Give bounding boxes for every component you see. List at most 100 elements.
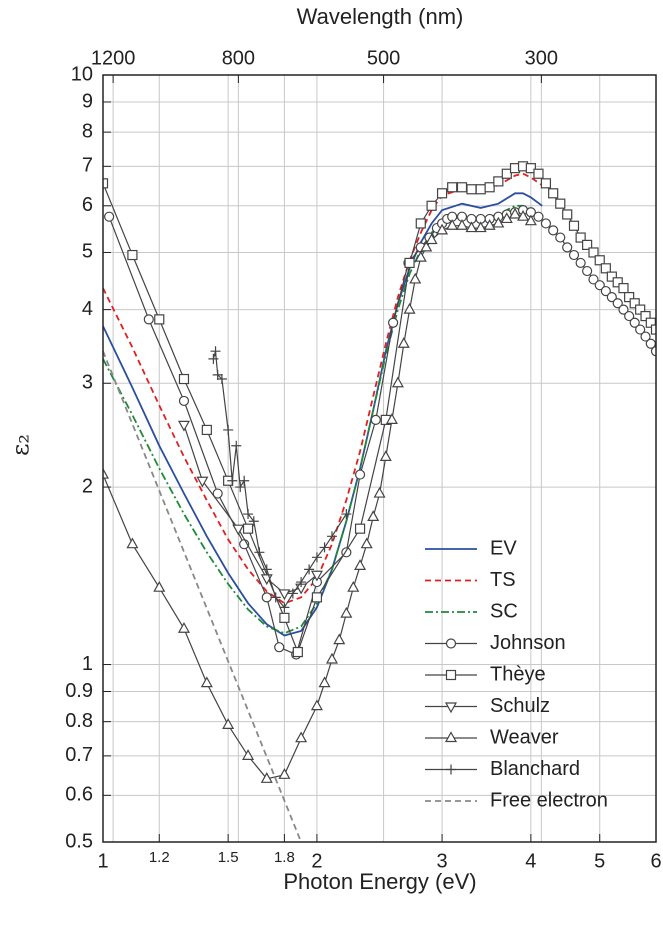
marker	[600, 285, 611, 297]
legend-label: Johnson	[490, 632, 566, 654]
marker	[319, 542, 330, 553]
marker	[415, 218, 426, 229]
marker	[501, 168, 512, 179]
marker	[274, 642, 285, 653]
marker	[347, 580, 360, 592]
marker	[261, 592, 272, 603]
marker	[404, 257, 415, 269]
marker	[126, 537, 139, 549]
marker	[517, 209, 530, 221]
marker	[436, 188, 448, 199]
series-line	[103, 172, 543, 605]
x-tick-label: 1.2	[149, 849, 170, 866]
marker	[370, 414, 381, 425]
x-tick-label: 2	[311, 850, 322, 872]
marker	[409, 272, 422, 284]
series-line	[183, 424, 318, 595]
marker	[311, 552, 322, 563]
marker	[367, 510, 380, 522]
marker	[391, 376, 404, 388]
marker	[201, 424, 212, 436]
marker	[310, 570, 323, 582]
marker	[555, 198, 566, 209]
marker	[153, 580, 166, 592]
marker	[446, 764, 456, 775]
marker	[341, 509, 352, 520]
marker	[414, 250, 427, 262]
series-line	[103, 350, 302, 842]
legend-label: Blanchard	[490, 758, 580, 780]
marker	[568, 220, 580, 231]
marker	[500, 212, 513, 224]
marker	[292, 646, 303, 658]
marker	[360, 537, 373, 549]
axes: 0.5 0.6 0.7 0.8 0.9 1 2 3 4 5 6 7 8 9 10 1 1.2 1.5 1.8 2 3 4 5…	[65, 47, 661, 872]
marker	[254, 547, 265, 558]
marker	[575, 232, 586, 243]
marker	[178, 395, 190, 407]
series-line	[103, 204, 543, 635]
marker	[340, 606, 353, 618]
marker	[239, 475, 250, 486]
legend-label: Schulz	[490, 695, 550, 717]
marker	[548, 188, 559, 199]
legend-label: EV	[490, 537, 517, 559]
marker	[177, 622, 190, 633]
marker	[278, 768, 291, 779]
marker	[212, 488, 223, 499]
x2-tick-label: 300	[525, 47, 558, 69]
marker	[143, 314, 154, 325]
marker	[177, 420, 190, 432]
x-tick-label: 1	[97, 850, 108, 872]
marker	[629, 298, 640, 309]
grid	[102, 74, 657, 843]
marker	[640, 331, 651, 342]
marker	[548, 225, 559, 236]
x2-tick-label: 500	[367, 47, 400, 69]
marker	[420, 240, 433, 252]
marker	[279, 612, 290, 623]
x2-tick-label: 800	[222, 47, 255, 69]
x-tick-label: 6	[650, 850, 661, 872]
y-tick-label: 2	[82, 475, 93, 497]
marker	[287, 588, 298, 599]
marker	[445, 638, 457, 649]
y-tick-label: 1	[82, 653, 93, 675]
marker	[475, 184, 486, 195]
marker	[606, 292, 617, 303]
marker	[261, 564, 272, 575]
legend-label: Weaver	[490, 726, 559, 748]
marker	[304, 564, 315, 575]
x-tick-label: 1.5	[218, 849, 239, 866]
series-line	[103, 213, 532, 780]
marker	[540, 218, 552, 229]
y-tick-label: 0.6	[65, 784, 93, 806]
x2-tick-label: 1200	[91, 47, 136, 69]
marker	[447, 182, 458, 193]
marker	[104, 211, 115, 222]
y-tick-label: 5	[82, 241, 93, 263]
marker	[354, 559, 367, 570]
marker	[311, 592, 323, 603]
marker	[650, 324, 656, 335]
marker	[127, 249, 138, 261]
marker	[223, 424, 234, 435]
marker	[533, 211, 544, 222]
marker	[465, 221, 478, 233]
marker	[618, 283, 629, 294]
marker	[594, 280, 605, 291]
marker	[178, 373, 190, 385]
marker	[606, 271, 617, 282]
marker	[154, 314, 165, 325]
marker	[568, 249, 580, 261]
marker	[444, 731, 458, 743]
marker	[582, 265, 593, 277]
y-tick-label: 0.5	[65, 830, 93, 852]
marker	[600, 263, 611, 274]
marker	[562, 209, 573, 220]
y-axis-title: ε₂	[7, 434, 35, 456]
x-tick-label: 3	[437, 850, 448, 872]
marker	[575, 257, 586, 269]
marker	[373, 486, 386, 498]
marker	[588, 274, 599, 285]
